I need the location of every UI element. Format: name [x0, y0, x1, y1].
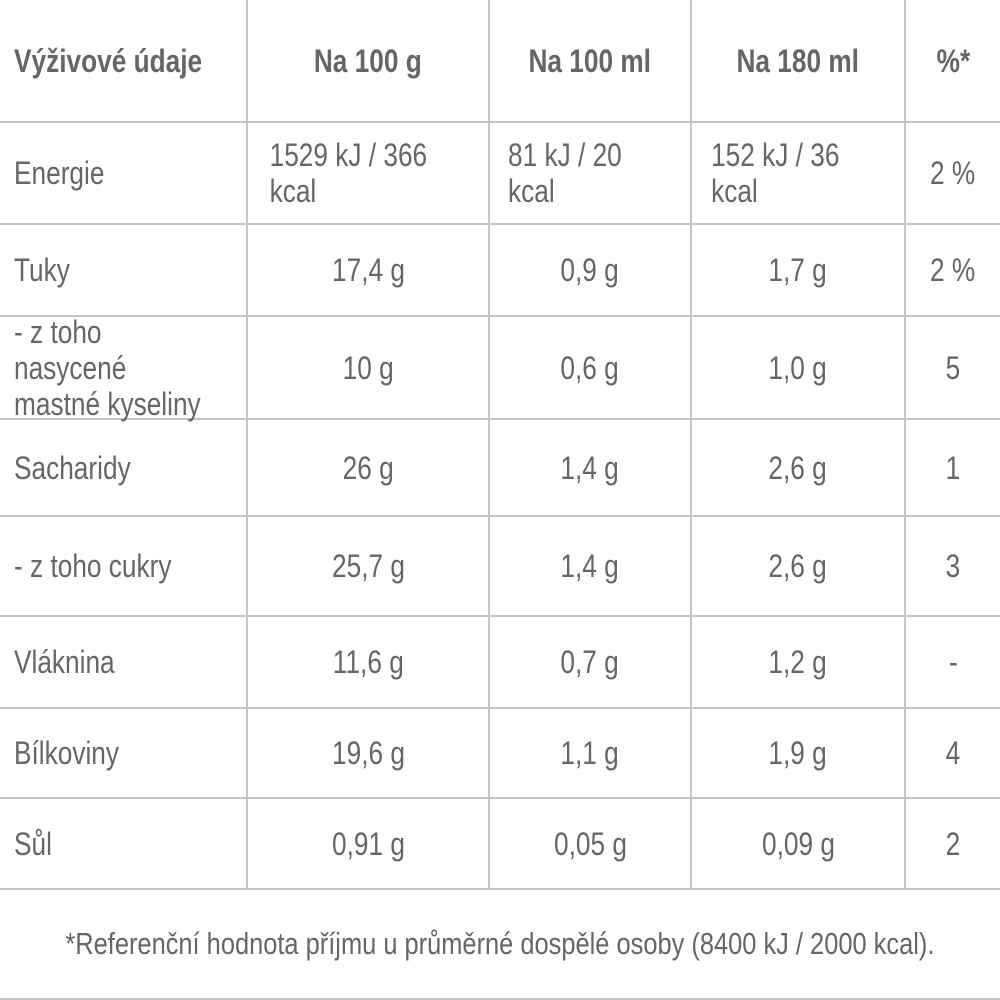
- row-value-cell: 2,6 g: [692, 517, 906, 617]
- row-value-cell: 1,9 g: [692, 709, 906, 799]
- row-value-cell: 3: [906, 517, 1000, 617]
- row-label: Tuky: [14, 252, 70, 288]
- row-value-cell: 0,05 g: [490, 799, 692, 890]
- row-value-cell: 4: [906, 709, 1000, 799]
- row-value: 5: [945, 349, 961, 386]
- row-label-cell: - z toho cukry: [0, 517, 248, 617]
- header-text-cell: %*: [906, 0, 1000, 123]
- header-text: %*: [936, 42, 970, 79]
- row-value-cell: 2: [906, 799, 1000, 890]
- row-value: 0,09 g: [761, 825, 835, 862]
- row-value: 81 kJ / 20 kcal: [508, 137, 622, 209]
- row-value: 1,1 g: [560, 735, 620, 771]
- row-value-cell: -: [906, 617, 1000, 709]
- row-value-cell: 19,6 g: [248, 709, 490, 799]
- row-value-cell: 152 kJ / 36 kcal: [692, 123, 906, 225]
- row-value-cell: 2,6 g: [692, 420, 906, 517]
- row-value: 11,6 g: [332, 644, 404, 680]
- row-value: 0,91 g: [331, 825, 405, 862]
- row-value-cell: 2 %: [906, 225, 1000, 317]
- row-value: -: [948, 644, 958, 680]
- header-text: Na 100 g: [314, 42, 422, 79]
- row-label-cell: Sacharidy: [0, 420, 248, 517]
- header-text-cell: Na 100 g: [248, 0, 490, 123]
- row-value-cell: 1: [906, 420, 1000, 517]
- row-value: 0,9 g: [560, 252, 620, 288]
- row-value-cell: 1,0 g: [692, 317, 906, 420]
- row-value: 2,6 g: [768, 548, 828, 584]
- row-value-cell: 0,9 g: [490, 225, 692, 317]
- row-value: 4: [945, 735, 961, 771]
- row-value-cell: 81 kJ / 20 kcal: [490, 123, 692, 225]
- row-label: Sacharidy: [14, 449, 131, 486]
- header-text-cell: Na 100 ml: [490, 0, 692, 123]
- row-value: 1,4 g: [560, 449, 620, 486]
- row-value-cell: 1529 kJ / 366 kcal: [248, 123, 490, 225]
- row-value: 1,9 g: [768, 735, 828, 771]
- row-label: - z toho cukry: [14, 548, 172, 584]
- row-value: 1,4 g: [560, 548, 620, 584]
- row-value: 25,7 g: [331, 548, 405, 584]
- header-text: Výživové údaje: [14, 42, 203, 79]
- row-value-cell: 0,7 g: [490, 617, 692, 709]
- row-value: 3: [945, 548, 961, 584]
- row-value: 19,6 g: [331, 735, 405, 771]
- row-value-cell: 2 %: [906, 123, 1000, 225]
- row-value: 1,0 g: [768, 349, 828, 386]
- header-text-cell: Na 180 ml: [692, 0, 906, 123]
- row-value: 17,4 g: [331, 252, 405, 288]
- row-label: Sůl: [14, 825, 52, 862]
- row-value-cell: 0,09 g: [692, 799, 906, 890]
- row-label-cell: Sůl: [0, 799, 248, 890]
- row-label: Bílkoviny: [14, 735, 119, 771]
- row-value-cell: 10 g: [248, 317, 490, 420]
- row-value: 1529 kJ / 366 kcal: [269, 137, 428, 209]
- row-value-cell: 1,7 g: [692, 225, 906, 317]
- row-label: - z toho nasycené mastné kyseliny: [14, 313, 201, 422]
- row-label-cell: Vláknina: [0, 617, 248, 709]
- row-label-cell: Tuky: [0, 225, 248, 317]
- footnote: *Referenční hodnota příjmu u průměrné do…: [65, 926, 935, 961]
- row-value: 1,7 g: [768, 252, 828, 288]
- header-text: Na 100 ml: [528, 42, 652, 79]
- row-value-cell: 17,4 g: [248, 225, 490, 317]
- row-label: Energie: [14, 155, 105, 191]
- row-label-cell: Bílkoviny: [0, 709, 248, 799]
- row-value: 2 %: [930, 252, 976, 288]
- row-value-cell: 26 g: [248, 420, 490, 517]
- row-value: 10 g: [342, 349, 394, 386]
- row-value-cell: 0,91 g: [248, 799, 490, 890]
- row-value-cell: 1,4 g: [490, 420, 692, 517]
- row-value: 0,05 g: [553, 825, 627, 862]
- row-value: 0,7 g: [560, 644, 620, 680]
- footnote-cell: *Referenční hodnota příjmu u průměrné do…: [0, 890, 1000, 1000]
- row-value: 2,6 g: [768, 449, 828, 486]
- row-value-cell: 1,2 g: [692, 617, 906, 709]
- row-value-cell: 5: [906, 317, 1000, 420]
- header-text-cell: Výživové údaje: [0, 0, 248, 123]
- row-value-cell: 1,4 g: [490, 517, 692, 617]
- row-value: 2 %: [930, 155, 976, 191]
- row-label-cell: Energie: [0, 123, 248, 225]
- row-value: 26 g: [342, 449, 394, 486]
- row-label-cell: - z toho nasycené mastné kyseliny: [0, 313, 248, 422]
- row-value-cell: 11,6 g: [248, 617, 490, 709]
- row-label: Vláknina: [14, 644, 115, 680]
- row-value: 0,6 g: [560, 349, 620, 386]
- row-value: 152 kJ / 36 kcal: [711, 137, 840, 209]
- row-value: 1: [945, 449, 961, 486]
- row-value-cell: 1,1 g: [490, 709, 692, 799]
- row-value: 2: [945, 825, 961, 862]
- row-value-cell: 25,7 g: [248, 517, 490, 617]
- row-value: 1,2 g: [768, 644, 828, 680]
- row-value-cell: 0,6 g: [490, 317, 692, 420]
- header-text: Na 180 ml: [736, 42, 860, 79]
